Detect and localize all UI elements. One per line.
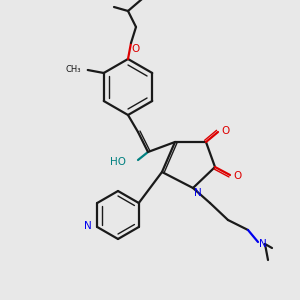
- Text: N: N: [85, 221, 92, 231]
- Text: O: O: [233, 171, 241, 181]
- Text: N: N: [259, 239, 267, 249]
- Text: N: N: [194, 188, 202, 198]
- Text: O: O: [131, 44, 139, 54]
- Text: O: O: [221, 126, 229, 136]
- Text: HO: HO: [110, 157, 126, 167]
- Text: CH₃: CH₃: [65, 65, 81, 74]
